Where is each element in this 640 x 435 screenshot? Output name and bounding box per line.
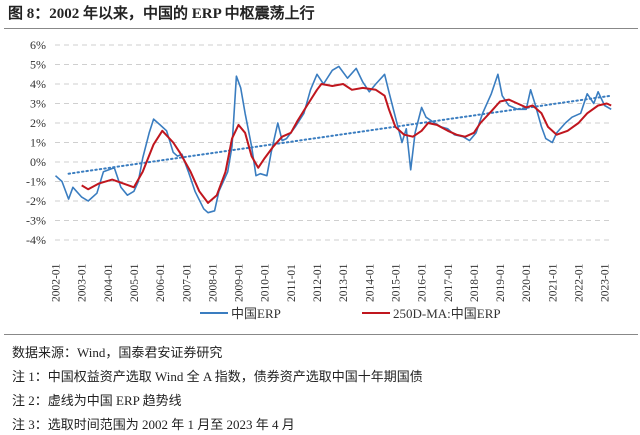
x-tick-label: 2021-01: [547, 263, 559, 302]
x-tick-label: 2010-01: [260, 263, 272, 302]
x-tick-label: 2011-01: [286, 264, 298, 302]
x-tick-label: 2014-01: [364, 263, 376, 302]
x-tick-label: 2013-01: [338, 263, 350, 302]
y-tick-label: -4%: [26, 233, 46, 247]
x-tick-label: 2019-01: [495, 263, 507, 302]
x-tick-label: 2006-01: [155, 263, 167, 302]
title-divider: [4, 28, 638, 29]
y-tick-label: 5%: [30, 58, 46, 72]
y-tick-label: -3%: [26, 214, 46, 228]
x-tick-label: 2017-01: [443, 263, 455, 302]
x-tick-label: 2012-01: [312, 263, 324, 302]
legend-label: 250D-MA:中国ERP: [393, 306, 501, 321]
y-tick-label: 0%: [30, 155, 46, 169]
x-tick-label: 2007-01: [181, 263, 193, 302]
x-tick-label: 2008-01: [207, 263, 219, 302]
figure-title: 图 8：2002 年以来，中国的 ERP 中枢震荡上行: [8, 6, 315, 22]
x-tick-label: 2005-01: [129, 263, 141, 302]
ma-series-line: [81, 83, 612, 204]
y-tick-label: 6%: [30, 38, 46, 52]
note-2: 注 2：虚线为中国 ERP 趋势线: [12, 393, 182, 408]
x-tick-label: 2009-01: [234, 263, 246, 302]
x-tick-label: 2004-01: [103, 263, 115, 302]
x-tick-label: 2016-01: [417, 263, 429, 302]
x-tick-label: 2003-01: [77, 263, 89, 302]
x-tick-label: 2020-01: [521, 263, 533, 302]
y-tick-label: -1%: [26, 175, 46, 189]
erp-series-line: [54, 65, 612, 214]
source-note: 数据来源：Wind，国泰君安证券研究: [12, 345, 223, 360]
y-tick-label: 4%: [30, 77, 46, 91]
note-1: 注 1：中国权益资产选取 Wind 全 A 指数，债券资产选取中国十年期国债: [12, 369, 423, 384]
legend-label: 中国ERP: [231, 306, 281, 321]
y-tick-label: -2%: [26, 194, 46, 208]
x-tick-label: 2002-01: [51, 263, 63, 302]
trend-line: [67, 94, 613, 175]
x-tick-label: 2023-01: [600, 263, 612, 302]
y-tick-label: 1%: [30, 136, 46, 150]
y-tick-label: 2%: [30, 116, 46, 130]
notes-divider: [4, 334, 638, 335]
y-tick-label: 3%: [30, 97, 46, 111]
erp-line-chart: 6% 5% 4% 3% 2% 1% 0% -1% -2% -3% -4% 2002-01 2003-01…: [26, 38, 613, 321]
note-3: 注 3：选取时间范围为 2002 年 1 月至 2023 年 4 月: [12, 417, 295, 432]
x-tick-label: 2015-01: [390, 263, 402, 302]
x-tick-label: 2018-01: [469, 263, 481, 302]
x-tick-label: 2022-01: [574, 263, 586, 302]
